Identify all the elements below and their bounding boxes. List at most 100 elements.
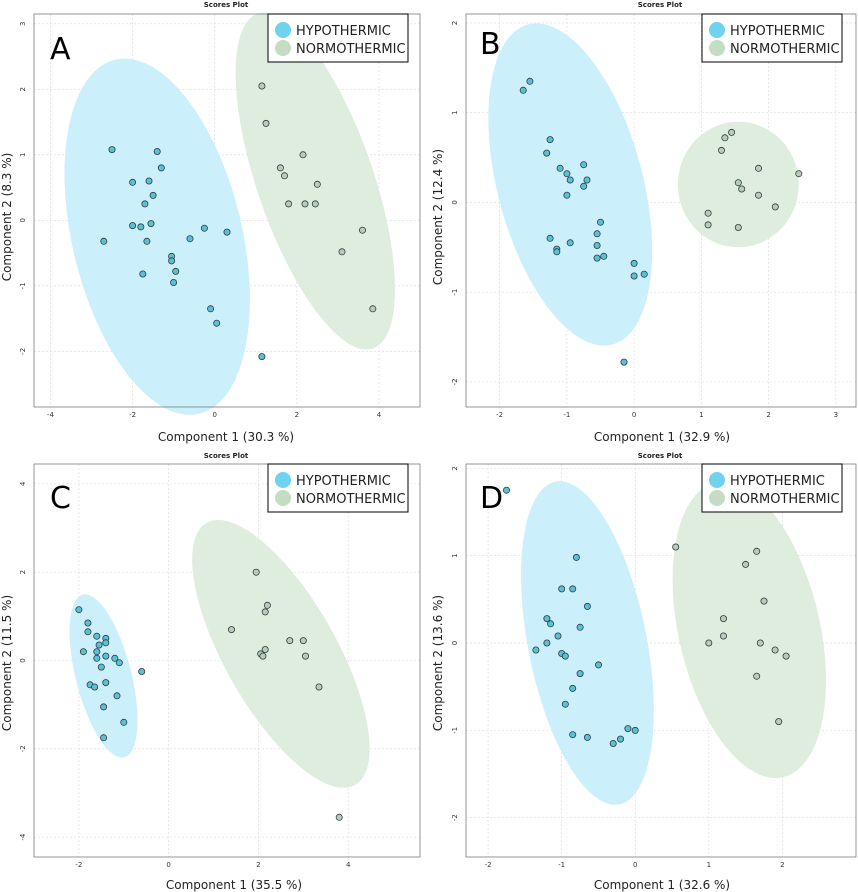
hypothermic-point <box>543 615 551 623</box>
panel-a: Scores Plot -4 -2 0 2 4 -2 -1 0 1 2 3 A HYPOTHERMI… <box>0 1 421 444</box>
normothermic-point <box>299 151 307 159</box>
normothermic-point <box>704 221 712 229</box>
x-tick-label: 0 <box>633 861 637 869</box>
panel-letter: A <box>50 32 71 67</box>
normothermic-point <box>299 637 307 645</box>
hypothermic-point <box>547 620 555 628</box>
normothermic-point <box>252 568 260 576</box>
hypothermic-point <box>554 632 562 640</box>
normothermic-point <box>313 180 321 188</box>
hypothermic-point <box>543 639 551 647</box>
hypothermic-point <box>200 224 208 232</box>
hypothermic-point <box>100 703 108 711</box>
x-tick-label: 2 <box>295 411 299 419</box>
hypothermic-point <box>102 679 110 687</box>
hypothermic-point <box>97 663 105 671</box>
hypothermic-point <box>138 668 146 676</box>
y-tick-label: 1 <box>19 153 27 157</box>
hypothermic-point <box>157 164 165 172</box>
legend-label-normothermic: NORMOTHERMIC <box>296 42 406 57</box>
normothermic-point <box>718 146 726 154</box>
normothermic-point <box>734 179 742 187</box>
legend-marker-normothermic <box>275 490 291 506</box>
normothermic-point <box>261 646 269 654</box>
hypothermic-point <box>566 239 574 247</box>
normothermic-point <box>358 226 366 234</box>
legend-marker-hypothermic <box>275 472 291 488</box>
hypothermic-point <box>576 670 584 678</box>
hypothermic-point <box>572 553 580 561</box>
x-tick-label: 2 <box>766 411 770 419</box>
x-axis-label: Component 1 (30.3 %) <box>158 430 294 444</box>
normothermic-point <box>760 597 768 605</box>
hypothermic-point <box>111 654 119 662</box>
x-tick-label: 3 <box>834 411 838 419</box>
normothermic-point <box>771 646 779 654</box>
x-tick-label: 0 <box>632 411 636 419</box>
legend-label-normothermic: NORMOTHERMIC <box>730 42 840 57</box>
normothermic-point <box>262 119 270 127</box>
hypothermic-point <box>563 191 571 199</box>
hypothermic-point <box>563 170 571 178</box>
y-axis-label: Component 2 (11.5 %) <box>0 595 14 731</box>
legend-marker-hypothermic <box>275 22 291 38</box>
hypothermic-point <box>100 734 108 742</box>
hypothermic-point <box>223 228 231 236</box>
panel-b: Scores Plot -2 -1 0 1 2 3 -2 -1 0 1 2 B HYPOTHERMI… <box>431 1 857 444</box>
hypothermic-point <box>569 684 577 692</box>
y-tick-label: 0 <box>451 641 459 645</box>
hypothermic-point <box>139 270 147 278</box>
legend-box <box>267 463 409 513</box>
y-tick-label: 4 <box>19 481 27 486</box>
normothermic-point <box>795 170 803 178</box>
normothermic-point <box>771 203 779 211</box>
hypothermic-point <box>519 86 527 94</box>
legend-box <box>701 463 843 513</box>
legend-label-normothermic: NORMOTHERMIC <box>730 492 840 507</box>
hypothermic-ellipse <box>521 481 654 805</box>
y-tick-label: -4 <box>19 833 27 841</box>
hypothermic-point <box>207 305 215 313</box>
hypothermic-point <box>145 177 153 185</box>
normothermic-point <box>738 185 746 193</box>
legend-marker-normothermic <box>709 40 725 56</box>
plot-title: Scores Plot <box>204 452 249 460</box>
normothermic-ellipse <box>672 481 826 779</box>
x-axis-label: Component 1 (32.9 %) <box>594 430 730 444</box>
x-tick-label: 4 <box>346 861 351 869</box>
hypothermic-point <box>630 259 638 267</box>
legend-label-hypothermic: HYPOTHERMIC <box>296 474 391 489</box>
y-tick-label: -2 <box>451 814 459 821</box>
normothermic-point <box>721 134 729 142</box>
hypothermic-point <box>129 222 137 230</box>
plot-title: Scores Plot <box>638 452 683 460</box>
x-axis-label: Component 1 (32.6 %) <box>594 878 730 892</box>
hypothermic-point <box>620 358 628 366</box>
hypothermic-point <box>93 648 101 656</box>
hypothermic-point <box>143 237 151 245</box>
panel-letter: D <box>480 481 503 516</box>
y-tick-label: 0 <box>19 218 27 222</box>
hypothermic-point <box>102 639 110 647</box>
y-tick-label: 0 <box>19 658 27 662</box>
hypothermic-point <box>532 646 540 654</box>
normothermic-point <box>311 200 319 208</box>
hypothermic-point <box>526 77 534 85</box>
normothermic-point <box>742 560 750 568</box>
normothermic-point <box>301 200 309 208</box>
y-tick-label: 1 <box>451 553 459 557</box>
hypothermic-point <box>558 585 566 593</box>
hypothermic-point <box>593 230 601 238</box>
normothermic-point <box>755 164 763 172</box>
hypothermic-point <box>569 731 577 739</box>
y-axis-label: Component 2 (8.3 %) <box>0 153 14 282</box>
normothermic-point <box>227 626 235 634</box>
hypothermic-point <box>84 619 92 627</box>
normothermic-point <box>753 547 761 555</box>
hypothermic-point <box>553 248 561 256</box>
y-axis-label: Component 2 (12.4 %) <box>431 149 445 285</box>
plot-frame <box>33 13 421 408</box>
plot-frame <box>465 463 857 858</box>
x-tick-label: 4 <box>377 411 382 419</box>
